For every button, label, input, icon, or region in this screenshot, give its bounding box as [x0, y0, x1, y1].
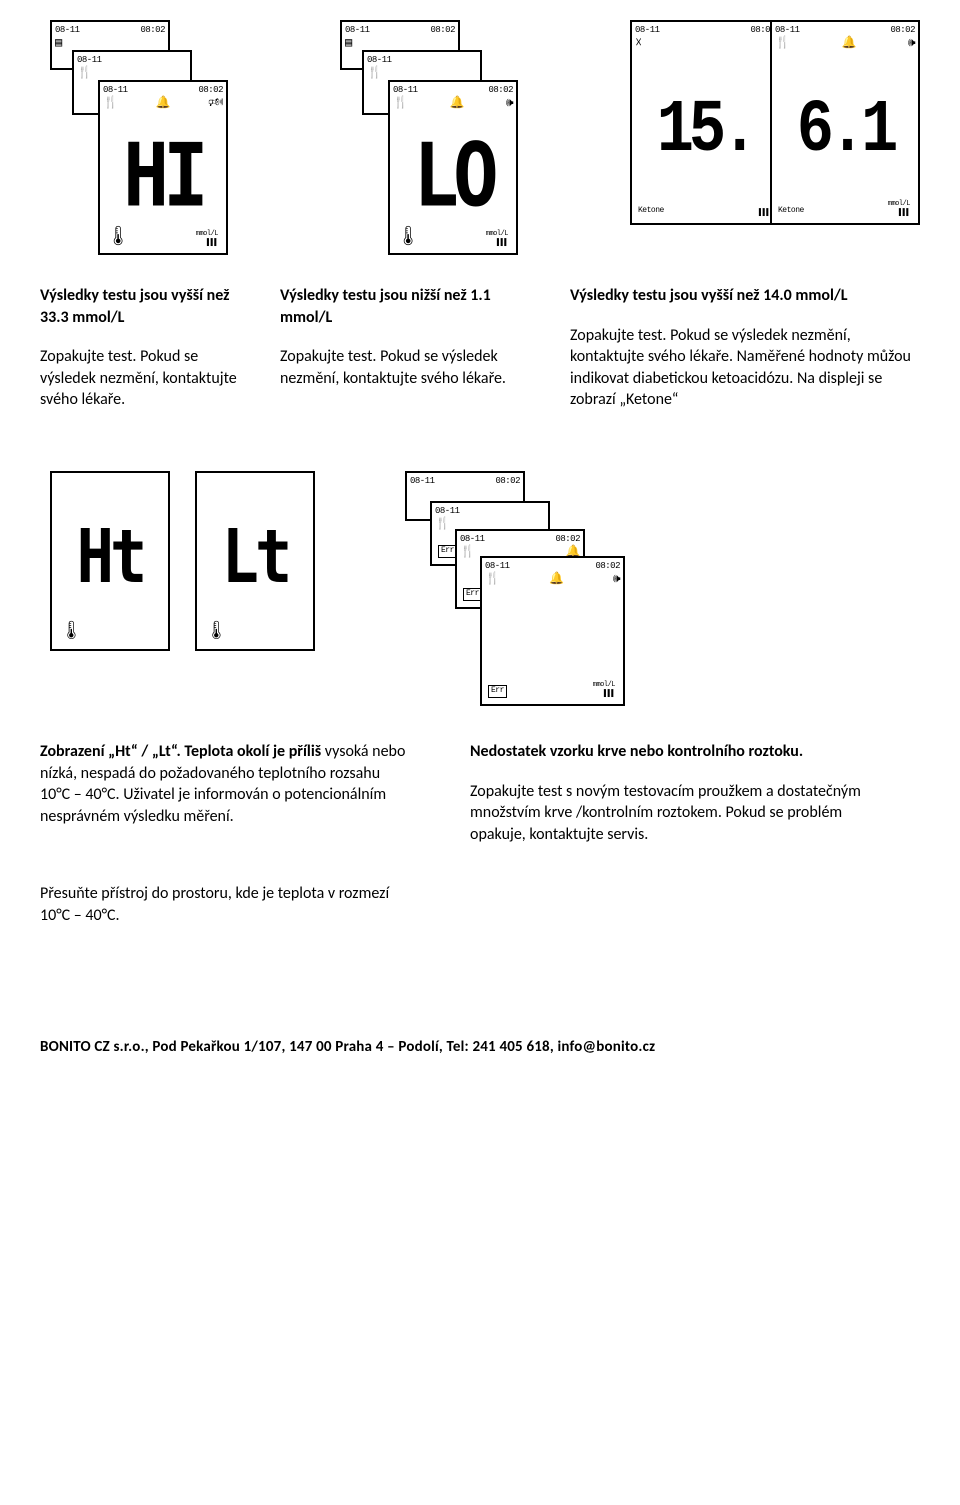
fork-icon: 🍴 — [367, 67, 381, 79]
display-stack-hi: 08-11 08:02 ▤ 08-11 🍴 08-11 08:02 🍴 🔔 🕬 HI 🌡… — [50, 20, 290, 255]
pair-ht-lt: Ht 🌡 Lt 🌡 — [50, 471, 315, 701]
date: 08-11 — [460, 533, 485, 545]
date: 08-11 — [485, 560, 510, 572]
bell-icon: 🔔 — [156, 97, 170, 109]
date: 08-11 — [345, 24, 370, 36]
lt-value: Lt — [197, 461, 313, 607]
col3-title: Výsledky testu jsou vyšší než 14.0 mmol/… — [570, 286, 848, 305]
date: 08-11 — [410, 475, 435, 487]
bell-icon: 🔔 — [841, 37, 855, 49]
right-body: Zopakujte test s novým testovacím proužk… — [470, 781, 900, 846]
ht-value: Ht — [52, 461, 168, 607]
right-title: Nedostatek vzorku krve nebo kontrolního … — [470, 742, 803, 761]
bell-icon: 🔔 — [549, 573, 563, 585]
fork-icon: 🍴 — [775, 37, 789, 49]
display-stack-ketone: 08-1108:02 ☓ 15. Ketone ▌▌▌ 08-11 08:02 🍴… — [630, 20, 920, 255]
col1-body: Zopakujte test. Pokud se výsledek nezměn… — [40, 346, 240, 411]
document-icon: ▤ — [345, 37, 352, 49]
thermometer-icon: 🌡 — [205, 619, 228, 643]
display-ht: Ht 🌡 — [50, 471, 170, 651]
display-stack-lo: 08-11 08:02 ▤ 08-11 🍴 08-11 08:02 🍴 🔔 🕪 LO 🌡… — [340, 20, 580, 255]
fork-icon: 🍴 — [103, 97, 117, 109]
date: 08-11 — [635, 24, 660, 36]
fork-icon: 🍴 — [435, 518, 449, 530]
extra-instruction: Přesuňte přístroj do prostoru, kde je te… — [40, 883, 420, 926]
document-icon: ▤ — [55, 37, 62, 49]
fork-icon: 🍴 — [393, 97, 407, 109]
sound-icon: 🕪 — [613, 573, 620, 585]
display-stack-err: 08-1108:02 08-11 🍴 Err 08-1108:02 🍴🔔 Err… — [405, 471, 665, 701]
col3-body: Zopakujte test. Pokud se výsledek nezměn… — [570, 325, 920, 411]
thermometer-icon: 🌡 — [396, 228, 420, 247]
time: 08:02 — [430, 24, 455, 36]
ketone-label: Ketone — [638, 206, 664, 217]
fork-icon: 🍴 — [460, 546, 474, 558]
date: 08-11 — [367, 54, 392, 66]
date: 08-11 — [77, 54, 102, 66]
noface-icon: ☓ — [635, 37, 642, 49]
display-err-front: 08-1108:02 🍴🔔🕪 Err mmol/L▌▌▌ — [480, 556, 625, 706]
time: 08:02 — [495, 475, 520, 487]
ketone-value-left: 15. — [632, 49, 778, 181]
ketone-value-right: 6.1 — [772, 49, 918, 181]
row2-displays: Ht 🌡 Lt 🌡 08-1108:02 08-11 🍴 Err 08-1108… — [40, 471, 930, 701]
fork-icon: 🍴 — [485, 573, 499, 585]
time: 08:02 — [595, 560, 620, 572]
unit-label: mmol/L▌▌▌ — [196, 230, 218, 247]
barcode-icon: ▌▌▌ — [759, 209, 770, 217]
footer: BONITO CZ s.r.o., Pod Pekařkou 1/107, 14… — [40, 1037, 930, 1057]
time: 08:02 — [890, 24, 915, 36]
col2-title: Výsledky testu jsou nižší než 1.1 mmol/L — [280, 286, 491, 327]
row1-text: Výsledky testu jsou vyšší než 33.3 mmol/… — [40, 285, 930, 411]
date: 08-11 — [103, 84, 128, 96]
sound-icon: 🕬 — [208, 97, 223, 109]
main-value-lo: LO — [390, 109, 516, 219]
col2-body: Zopakujte test. Pokud se výsledek nezměn… — [280, 346, 530, 389]
main-value-hi: HI — [100, 109, 226, 219]
thermometer-icon: 🌡 — [60, 619, 83, 643]
col1-title: Výsledky testu jsou vyšší než 33.3 mmol/… — [40, 286, 230, 327]
display-lt: Lt 🌡 — [195, 471, 315, 651]
time: 08:02 — [140, 24, 165, 36]
row2-text: Zobrazení „Ht“ / „Lt“. Teplota okolí je … — [40, 741, 930, 863]
fork-icon: 🍴 — [77, 67, 91, 79]
left-title: Zobrazení „Ht“ / „Lt“. Teplota okolí je … — [40, 742, 321, 761]
thermometer-icon: 🌡 — [106, 228, 130, 247]
sound-icon: 🕪 — [506, 97, 513, 109]
display-front-lo: 08-11 08:02 🍴 🔔 🕪 LO 🌡 mmol/L▌▌▌ — [388, 80, 518, 255]
time: 08:02 — [198, 84, 223, 96]
unit-label: mmol/L▌▌▌ — [593, 681, 615, 698]
display-ketone-right: 08-11 08:02 🍴 🔔 🕪 6.1 Ketone mmol/L▌▌▌ — [770, 20, 920, 225]
bell-icon: 🔔 — [449, 97, 463, 109]
date: 08-11 — [775, 24, 800, 36]
time: 08:02 — [488, 84, 513, 96]
display-ketone-left: 08-1108:02 ☓ 15. Ketone ▌▌▌ — [630, 20, 780, 225]
ketone-label: Ketone — [778, 206, 804, 217]
unit-label: mmol/L▌▌▌ — [888, 200, 910, 217]
row1-displays: 08-11 08:02 ▤ 08-11 🍴 08-11 08:02 🍴 🔔 🕬 HI 🌡… — [40, 20, 930, 255]
col2: Výsledky testu jsou nižší než 1.1 mmol/L… — [280, 285, 530, 411]
time: 08:02 — [555, 533, 580, 545]
date: 08-11 — [435, 505, 460, 517]
date: 08-11 — [55, 24, 80, 36]
left-col: Zobrazení „Ht“ / „Lt“. Teplota okolí je … — [40, 741, 410, 863]
display-front-hi: 08-11 08:02 🍴 🔔 🕬 HI 🌡 mmol/L▌▌▌ — [98, 80, 228, 255]
col1: Výsledky testu jsou vyšší než 33.3 mmol/… — [40, 285, 240, 411]
col3: Výsledky testu jsou vyšší než 14.0 mmol/… — [570, 285, 920, 411]
right-col: Nedostatek vzorku krve nebo kontrolního … — [470, 741, 900, 863]
unit-label: mmol/L▌▌▌ — [486, 230, 508, 247]
sound-icon: 🕪 — [908, 37, 915, 49]
date: 08-11 — [393, 84, 418, 96]
